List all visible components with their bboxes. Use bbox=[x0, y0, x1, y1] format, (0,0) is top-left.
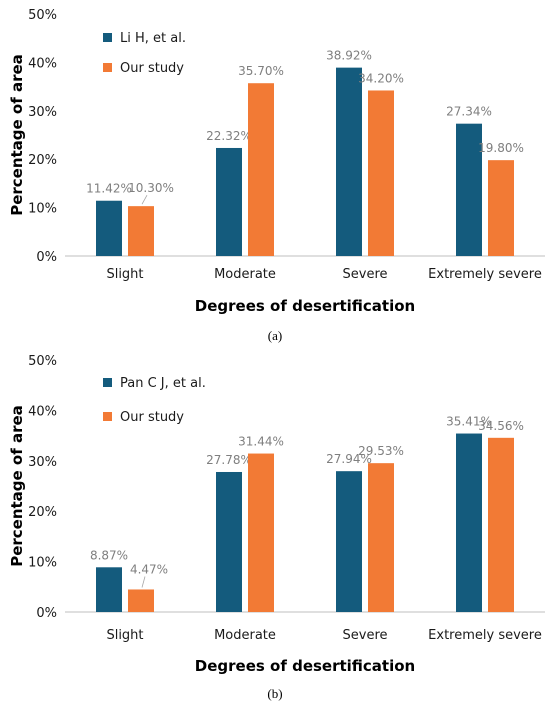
chart-a: 0% 10% 20% 30% 40% 50% 11.42%10.30% Slight 22.32… bbox=[8, 8, 545, 343]
legend-label: Li H, et al. bbox=[120, 31, 186, 46]
data-label: 11.42% bbox=[86, 182, 132, 196]
bar-series2 bbox=[488, 160, 514, 256]
panel-caption: (b) bbox=[267, 686, 282, 701]
bar-series1 bbox=[96, 567, 122, 612]
legend-swatch bbox=[103, 378, 112, 387]
y-tick-label: 10% bbox=[28, 556, 57, 571]
data-label: 4.47% bbox=[130, 562, 168, 576]
label-leader-line bbox=[141, 194, 148, 205]
bar-series2 bbox=[368, 90, 394, 256]
x-tick-label: Slight bbox=[106, 628, 143, 643]
legend-label: Our study bbox=[120, 410, 184, 425]
y-tick-label: 0% bbox=[36, 606, 57, 621]
bar-series2 bbox=[488, 437, 514, 612]
y-axis-title: Percentage of area bbox=[8, 54, 26, 216]
data-label: 34.20% bbox=[358, 71, 404, 85]
x-axis-title: Degrees of desertification bbox=[195, 297, 415, 315]
bar-series1 bbox=[216, 147, 242, 256]
bar-series1 bbox=[216, 471, 242, 612]
y-tick-label: 50% bbox=[28, 354, 57, 369]
data-label: 34.56% bbox=[478, 419, 524, 433]
data-label: 27.94% bbox=[326, 452, 372, 466]
legend-swatch bbox=[103, 63, 112, 72]
y-tick-label: 40% bbox=[28, 56, 57, 71]
x-tick-label: Extremely severe bbox=[428, 628, 542, 643]
data-label: 35.41% bbox=[446, 415, 492, 429]
data-label: 19.80% bbox=[478, 141, 524, 155]
y-tick-label: 20% bbox=[28, 153, 57, 168]
x-tick-label: Extremely severe bbox=[428, 267, 542, 282]
bar-series2 bbox=[128, 589, 154, 612]
panel-caption: (a) bbox=[268, 328, 282, 343]
legend: Li H, et al. Our study bbox=[103, 31, 186, 76]
data-label: 38.92% bbox=[326, 49, 372, 63]
legend-label: Pan C J, et al. bbox=[120, 376, 206, 391]
y-tick-label: 50% bbox=[28, 8, 57, 23]
bar-series1 bbox=[456, 123, 482, 256]
bar-series2 bbox=[368, 463, 394, 612]
data-label: 27.34% bbox=[446, 105, 492, 119]
y-tick-label: 40% bbox=[28, 404, 57, 419]
legend-swatch bbox=[103, 412, 112, 421]
legend-label: Our study bbox=[120, 61, 184, 76]
data-label: 27.78% bbox=[206, 453, 252, 467]
y-axis-title: Percentage of area bbox=[8, 405, 26, 567]
bar-series1 bbox=[336, 67, 362, 256]
bar-series2 bbox=[248, 83, 274, 256]
data-label: 35.70% bbox=[238, 64, 284, 78]
legend-swatch bbox=[103, 33, 112, 42]
x-tick-label: Severe bbox=[343, 267, 388, 282]
y-tick-label: 20% bbox=[28, 505, 57, 520]
data-label: 31.44% bbox=[238, 435, 284, 449]
data-label: 8.87% bbox=[90, 548, 128, 562]
bar-series1 bbox=[96, 200, 122, 256]
bar-series2 bbox=[128, 206, 154, 256]
bar-series1 bbox=[456, 433, 482, 612]
x-tick-label: Moderate bbox=[214, 628, 276, 643]
legend: Pan C J, et al. Our study bbox=[103, 376, 206, 425]
x-tick-label: Slight bbox=[106, 267, 143, 282]
y-tick-label: 0% bbox=[36, 250, 57, 265]
y-tick-label: 30% bbox=[28, 455, 57, 470]
label-leader-line bbox=[141, 576, 146, 588]
x-axis-title: Degrees of desertification bbox=[195, 657, 415, 675]
chart-b: 0% 10% 20% 30% 40% 50% 8.87%4.47% Slight 27.78% 3… bbox=[8, 354, 545, 701]
y-tick-label: 30% bbox=[28, 105, 57, 120]
data-label: 10.30% bbox=[128, 181, 174, 195]
data-label: 22.32% bbox=[206, 129, 252, 143]
y-tick-label: 10% bbox=[28, 202, 57, 217]
data-label: 29.53% bbox=[358, 444, 404, 458]
x-tick-label: Moderate bbox=[214, 267, 276, 282]
bar-series1 bbox=[336, 471, 362, 612]
bar-series2 bbox=[248, 453, 274, 612]
x-tick-label: Severe bbox=[343, 628, 388, 643]
